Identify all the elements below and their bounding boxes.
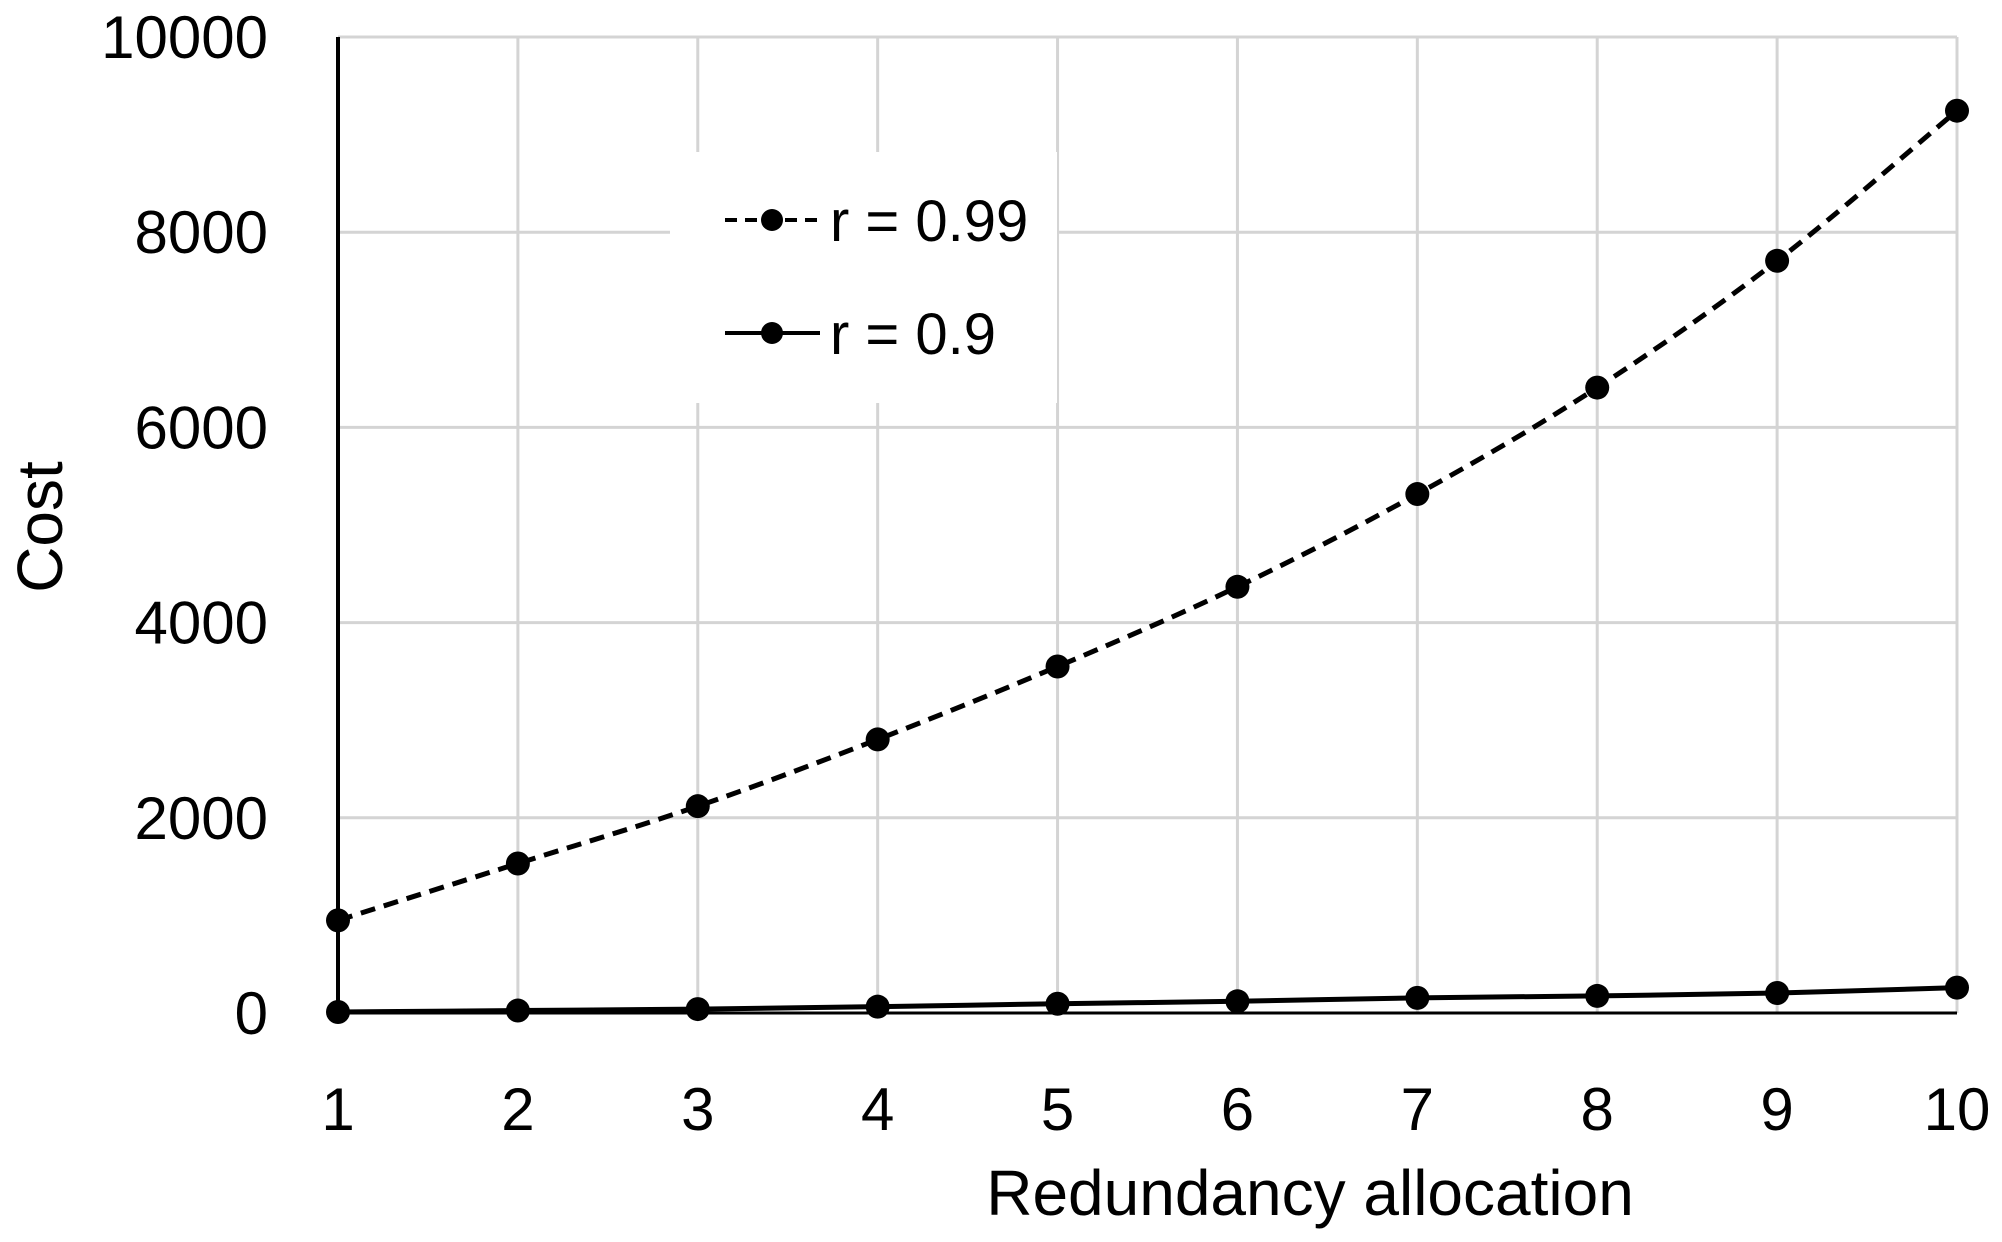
y-tick-label: 0 [235,980,268,1047]
data-point-marker [326,1000,350,1025]
data-point-marker [1945,98,1969,123]
y-tick-labels: 0 2000 4000 6000 8000 10000 [101,4,268,1047]
x-tick-label: 9 [1760,1076,1793,1143]
data-point-marker [1225,989,1250,1014]
data-point-marker [1765,980,1790,1005]
data-point-marker [505,998,530,1023]
data-point-marker [1225,574,1250,599]
data-point-marker [1585,983,1610,1008]
x-tick-label: 7 [1401,1076,1434,1143]
data-point-marker [1585,375,1610,400]
data-point-marker [1405,985,1430,1010]
legend: r = 0.99 r = 0.9 [670,152,1057,403]
legend-entry-r099: r = 0.99 [725,189,1028,254]
data-point-marker [865,994,890,1019]
series-line [337,985,1958,1015]
axes [336,37,1957,1015]
legend-label: r = 0.99 [830,189,1028,254]
y-tick-label: 4000 [135,590,268,657]
series [326,98,1969,1025]
y-tick-label: 2000 [135,785,268,852]
x-tick-label: 6 [1221,1076,1254,1143]
x-axis-title: Redundancy allocation [986,1157,1634,1229]
y-tick-label: 10000 [101,4,268,71]
series-r-0-9 [326,975,1969,1025]
x-tick-labels: 1 2 3 4 5 6 7 8 9 10 [321,1076,1990,1143]
series-line [337,108,1959,923]
data-point-marker [1045,654,1070,679]
x-tick-label: 10 [1924,1076,1991,1143]
x-tick-label: 3 [681,1076,714,1143]
data-point-marker [1405,482,1430,507]
data-point-marker [326,908,350,933]
data-point-marker [865,727,890,752]
legend-box [670,152,1057,403]
data-point-marker [1945,975,1969,1000]
y-tick-label: 8000 [135,199,268,266]
y-axis-title: Cost [4,461,76,593]
series-r-0-99 [326,98,1969,933]
x-tick-label: 2 [501,1076,534,1143]
data-point-marker [1045,991,1070,1016]
data-point-marker [1765,248,1790,273]
data-point-marker [685,997,710,1022]
x-tick-label: 5 [1041,1076,1074,1143]
legend-label: r = 0.9 [830,302,996,367]
data-point-marker [505,851,530,876]
y-tick-label: 6000 [135,394,268,461]
legend-marker-icon [761,209,783,231]
legend-entry-r09: r = 0.9 [725,302,996,367]
data-point-marker [685,794,710,819]
legend-marker-icon [761,322,783,344]
gridlines [338,35,1959,1013]
x-tick-label: 8 [1581,1076,1614,1143]
x-tick-label: 1 [321,1076,354,1143]
x-tick-label: 4 [861,1076,894,1143]
